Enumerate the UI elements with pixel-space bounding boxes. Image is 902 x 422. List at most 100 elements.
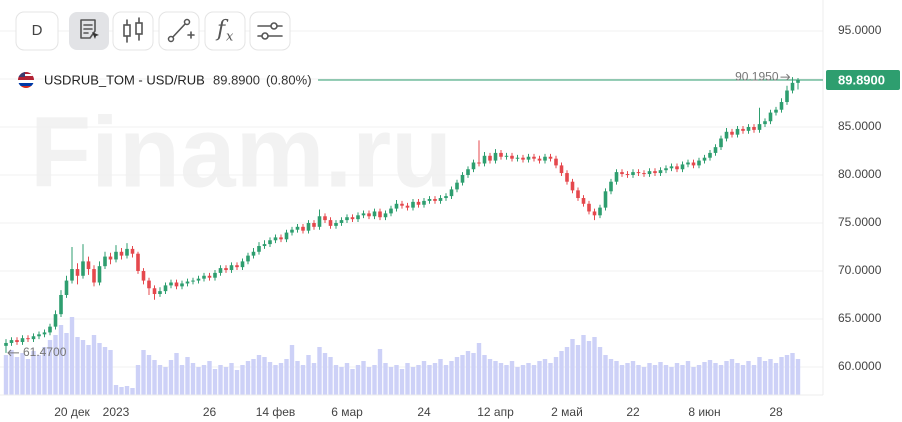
volume-bar <box>746 361 751 395</box>
volume-bar <box>141 350 146 395</box>
indicators-button[interactable] <box>204 11 246 51</box>
volume-bar <box>460 355 465 395</box>
chart-type-button[interactable] <box>112 11 154 51</box>
volume-bar <box>284 359 289 395</box>
volume-bar <box>696 365 702 395</box>
candle-body <box>411 201 415 208</box>
candle-body <box>559 165 564 174</box>
volume-bar <box>75 337 80 395</box>
drawing-icon-dot <box>167 35 175 43</box>
volume-bar <box>240 365 245 395</box>
volume-bar <box>278 363 284 395</box>
candle-body <box>702 157 707 161</box>
candle-body <box>565 173 569 182</box>
volume-bar <box>685 361 691 395</box>
candle-body <box>125 248 129 256</box>
candle-body <box>317 216 322 227</box>
candle-body <box>422 200 426 205</box>
last-price: 89.8900 <box>213 72 260 87</box>
volume-bar <box>465 351 471 395</box>
candle-body <box>174 282 179 287</box>
candle-body <box>158 291 162 295</box>
volume-bar <box>784 355 790 395</box>
candle-body <box>796 80 800 83</box>
volume-bar <box>641 367 647 395</box>
price-tag-label: 89.8900 <box>838 72 885 87</box>
candle-body <box>394 203 399 209</box>
candle-body <box>108 256 113 260</box>
annotations-button[interactable] <box>69 12 109 50</box>
candle-body <box>752 126 756 130</box>
volume-bar <box>229 363 234 395</box>
volume-bar <box>245 361 251 395</box>
candle-body <box>515 157 520 159</box>
candle-body <box>389 208 393 214</box>
candle-body <box>64 280 69 295</box>
volume-bar <box>372 365 377 395</box>
volume-bar <box>537 361 542 395</box>
candle-body <box>482 155 487 164</box>
interval-button[interactable] <box>15 11 59 51</box>
y-tick-label: 95.0000 <box>838 23 882 37</box>
volume-bar <box>9 350 14 395</box>
x-tick-label: 28 <box>769 405 783 419</box>
volume-bar <box>663 365 669 395</box>
max-label: 90.1950 <box>735 69 779 83</box>
volume-bar <box>130 388 135 395</box>
candle-body <box>675 166 679 170</box>
volume-bar <box>262 357 267 395</box>
volume-bar <box>795 359 801 395</box>
volume-bar <box>163 367 168 395</box>
volume-bar <box>630 361 636 395</box>
volume-bar <box>454 357 460 395</box>
candle-body <box>257 246 261 252</box>
candle-body <box>537 158 542 161</box>
candle-body <box>37 334 41 337</box>
volume-bar <box>251 359 256 395</box>
candle-body <box>235 265 239 268</box>
volume-bar <box>647 363 652 395</box>
volume-bar <box>581 335 586 395</box>
volume-bar <box>575 345 581 395</box>
toolbar: D f x <box>15 11 291 51</box>
x-tick-label: 8 июн <box>688 405 720 419</box>
candle-body <box>504 155 509 157</box>
candle-body <box>119 251 124 256</box>
candle-body <box>152 288 157 295</box>
candle-body <box>785 90 789 103</box>
volume-bar <box>366 367 372 395</box>
candle-body <box>405 205 410 208</box>
candle-body <box>620 172 624 175</box>
volume-bar <box>449 361 454 395</box>
candle-body <box>592 211 597 216</box>
x-tick-label: 20 дек <box>54 405 90 419</box>
candle-body <box>356 215 360 220</box>
candle-body <box>268 240 272 245</box>
candle-body <box>400 203 404 206</box>
candle-body <box>284 232 289 240</box>
candle-body <box>378 211 382 218</box>
volume-bar <box>548 363 553 395</box>
volume-bar <box>680 365 685 395</box>
volume-bar <box>3 355 9 395</box>
candle-body <box>262 244 267 247</box>
volume-bar <box>614 361 619 395</box>
candle-body <box>202 275 206 279</box>
volume-bar <box>102 347 108 395</box>
change-percent: (0.80%) <box>266 72 312 87</box>
volume-bar <box>476 343 482 395</box>
volume-bar <box>531 365 537 395</box>
candle-body <box>48 326 52 333</box>
volume-bar <box>509 361 515 395</box>
candle-body <box>42 332 47 335</box>
candle-body <box>301 226 305 231</box>
candle-body <box>669 166 674 169</box>
volume-bar <box>300 365 306 395</box>
volume-bar <box>757 357 762 395</box>
volume-bar <box>553 357 559 395</box>
volume-bar <box>317 347 322 395</box>
candle-body <box>196 278 201 281</box>
settings-button[interactable] <box>249 11 291 51</box>
candle-body <box>97 266 102 283</box>
